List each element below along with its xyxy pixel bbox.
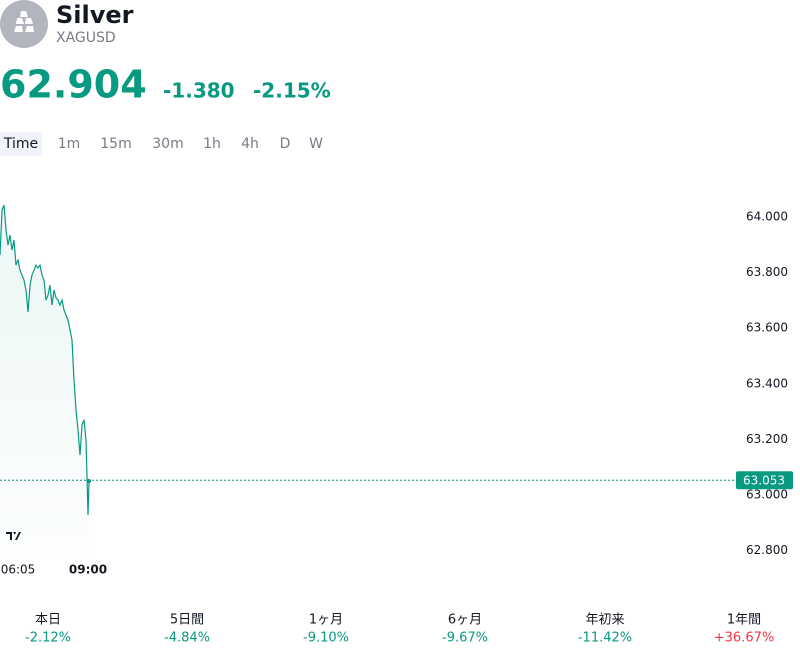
performance-label: 5日間 <box>170 613 204 628</box>
performance-label: 1年間 <box>727 613 761 628</box>
performance-value: -9.10% <box>303 631 349 646</box>
performance-label: 1ヶ月 <box>309 613 343 628</box>
y-tick-label: 63.400 <box>746 376 788 390</box>
price-line <box>0 204 90 515</box>
performance-value: -2.12% <box>25 631 71 646</box>
last-price-label: 63.053 <box>743 474 785 488</box>
symbol: XAGUSD <box>56 30 116 46</box>
interval-tab[interactable]: 1m <box>58 136 81 152</box>
y-tick-label: 63.200 <box>746 432 788 446</box>
logo <box>0 0 48 48</box>
performance-value: +36.67% <box>714 631 774 646</box>
interval-tab[interactable]: Time <box>3 136 38 152</box>
interval-active-bg <box>0 132 42 156</box>
performance-value: -4.84% <box>164 631 210 646</box>
interval-tab[interactable]: 4h <box>241 136 259 152</box>
performance-value: -9.67% <box>442 631 488 646</box>
last-point <box>87 479 91 484</box>
change: -1.380 <box>163 79 235 103</box>
interval-tab[interactable]: D <box>280 136 291 152</box>
area-fill <box>0 205 89 560</box>
y-tick-label: 63.800 <box>746 265 788 279</box>
performance-label: 年初来 <box>585 613 624 628</box>
performance-value: -11.42% <box>578 631 632 646</box>
interval-tab[interactable]: W <box>309 136 323 152</box>
interval-tab[interactable]: 1h <box>203 136 221 152</box>
performance-label: 6ヶ月 <box>448 613 482 628</box>
change-percent: -2.15% <box>253 79 331 103</box>
interval-tab[interactable]: 15m <box>100 136 131 152</box>
price: 62.904 <box>0 63 147 107</box>
y-tick-label: 64.000 <box>746 209 788 223</box>
last-price-badge <box>736 471 793 490</box>
x-tick-label: 06:05 <box>1 563 36 577</box>
performance-label: 本日 <box>35 613 61 628</box>
x-tick-label: 09:00 <box>69 563 107 577</box>
y-tick-label: 62.800 <box>746 543 788 557</box>
interval-tab[interactable]: 30m <box>152 136 183 152</box>
y-tick-label: 63.000 <box>746 487 788 501</box>
y-tick-label: 63.600 <box>746 321 788 335</box>
instrument-name: Silver <box>56 1 134 29</box>
